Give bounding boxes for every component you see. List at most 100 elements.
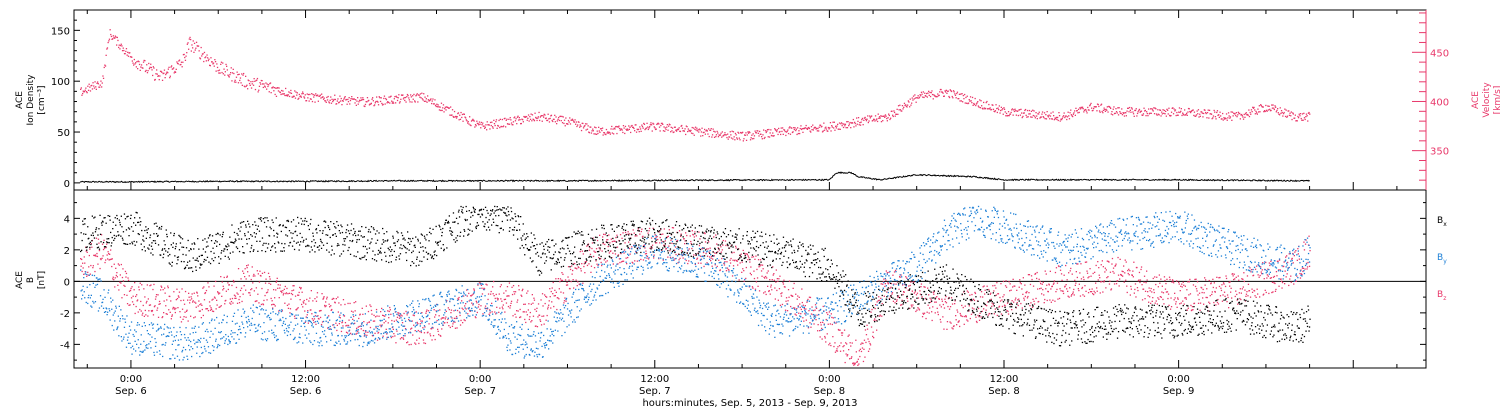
bz-point <box>999 306 1000 307</box>
bz-point <box>594 267 595 268</box>
velocity-point <box>556 123 557 124</box>
velocity-point <box>582 123 583 124</box>
bz-point <box>437 329 438 330</box>
velocity-point <box>1056 119 1057 120</box>
velocity-point <box>417 101 418 102</box>
velocity-point <box>1157 109 1158 110</box>
velocity-point <box>163 73 164 74</box>
velocity-point <box>207 57 208 58</box>
bz-point <box>376 315 377 316</box>
bz-point <box>898 289 899 290</box>
velocity-point <box>1270 110 1271 111</box>
bz-point <box>691 248 692 249</box>
bz-point <box>1297 260 1298 261</box>
bz-point <box>402 322 403 323</box>
velocity-point <box>910 105 911 106</box>
bz-point <box>1137 290 1138 291</box>
bz-point <box>935 312 936 313</box>
bz-point <box>787 300 788 301</box>
velocity-point <box>863 120 864 121</box>
velocity-point <box>1183 114 1184 115</box>
bz-point <box>274 297 275 298</box>
velocity-point <box>1175 109 1176 110</box>
bz-point <box>626 258 627 259</box>
velocity-point <box>745 132 746 133</box>
bz-point <box>801 288 802 289</box>
velocity-point <box>1107 106 1108 107</box>
bz-point <box>1255 269 1256 270</box>
by-point <box>151 322 152 323</box>
by-point <box>184 334 185 335</box>
bz-point <box>930 298 931 299</box>
bz-point <box>633 229 634 230</box>
velocity-point <box>784 130 785 131</box>
bz-point <box>739 279 740 280</box>
velocity-point <box>903 107 904 108</box>
bz-point <box>659 242 660 243</box>
bz-point <box>856 351 857 352</box>
by-point <box>270 313 271 314</box>
bz-point <box>473 288 474 289</box>
bz-point <box>1259 277 1260 278</box>
bz-point <box>1304 268 1305 269</box>
by-point <box>277 314 278 315</box>
bz-point <box>862 347 863 348</box>
bz-point <box>943 304 944 305</box>
bz-point <box>301 287 302 288</box>
velocity-point <box>460 112 461 113</box>
bz-point <box>754 278 755 279</box>
bz-point <box>829 311 830 312</box>
bz-point <box>1167 291 1168 292</box>
velocity-point <box>985 108 986 109</box>
bz-point <box>292 294 293 295</box>
velocity-point <box>998 109 999 110</box>
bz-point <box>393 329 394 330</box>
bz-point <box>629 233 630 234</box>
by-point <box>326 321 327 322</box>
bz-point <box>415 330 416 331</box>
velocity-point <box>631 125 632 126</box>
bz-point <box>772 279 773 280</box>
bz-point <box>307 310 308 311</box>
velocity-point <box>849 124 850 125</box>
velocity-point <box>1063 115 1064 116</box>
bz-point <box>829 343 830 344</box>
bz-point <box>1180 290 1181 291</box>
velocity-point <box>1265 105 1266 106</box>
bz-point <box>1089 289 1090 290</box>
velocity-point <box>557 119 558 120</box>
velocity-point <box>179 60 180 61</box>
bz-point <box>1140 269 1141 270</box>
bz-point <box>195 316 196 317</box>
velocity-point <box>735 133 736 134</box>
bz-point <box>988 315 989 316</box>
bz-point <box>662 234 663 235</box>
velocity-point <box>438 106 439 107</box>
velocity-point <box>1299 115 1300 116</box>
bz-point <box>1088 292 1089 293</box>
velocity-point <box>1010 113 1011 114</box>
velocity-point <box>242 85 243 86</box>
bz-point <box>229 284 230 285</box>
bz-point <box>1220 288 1221 289</box>
velocity-point <box>1072 116 1073 117</box>
bz-point <box>1172 279 1173 280</box>
velocity-point <box>721 137 722 138</box>
bz-point <box>1004 305 1005 306</box>
by-point <box>378 329 379 330</box>
bz-point <box>1276 271 1277 272</box>
velocity-point <box>785 131 786 132</box>
velocity-point <box>865 119 866 120</box>
velocity-point <box>267 86 268 87</box>
bz-point <box>1086 261 1087 262</box>
velocity-point <box>1206 113 1207 114</box>
bz-point <box>502 307 503 308</box>
bz-point <box>1247 275 1248 276</box>
bz-point <box>467 295 468 296</box>
velocity-point <box>330 100 331 101</box>
bz-point <box>313 322 314 323</box>
velocity-point <box>1141 111 1142 112</box>
bz-point <box>1251 289 1252 290</box>
by-point <box>110 319 111 320</box>
velocity-point <box>702 135 703 136</box>
